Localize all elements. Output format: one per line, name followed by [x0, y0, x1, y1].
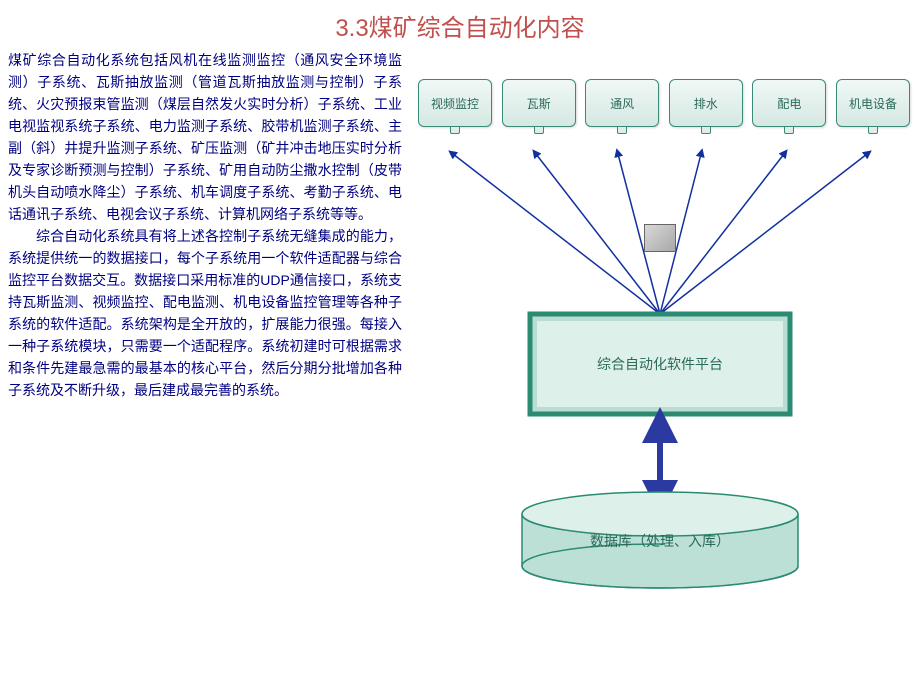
module-label: 配电: [777, 95, 801, 112]
module-tab-icon: [868, 126, 878, 134]
module-label: 视频监控: [431, 95, 479, 112]
platform-label: 综合自动化软件平台: [597, 354, 723, 374]
grey-square-icon: [644, 224, 676, 252]
module-row: 视频监控 瓦斯 通风 排水 配电 机电设备: [408, 49, 920, 127]
module-box-4: 配电: [752, 79, 826, 127]
platform-box: 综合自动化软件平台: [530, 314, 790, 414]
module-label: 通风: [610, 95, 634, 112]
module-box-1: 瓦斯: [502, 79, 576, 127]
module-box-0: 视频监控: [418, 79, 492, 127]
module-label: 机电设备: [849, 95, 897, 112]
module-tab-icon: [617, 126, 627, 134]
module-label: 瓦斯: [527, 95, 551, 112]
paragraph-1: 煤矿综合自动化系统包括风机在线监测监控（通风安全环境监测）子系统、瓦斯抽放监测（…: [8, 49, 402, 225]
database-label-wrap: 数据库（处理、入库）: [522, 531, 798, 551]
text-column: 煤矿综合自动化系统包括风机在线监测监控（通风安全环境监测）子系统、瓦斯抽放监测（…: [0, 49, 408, 689]
content-row: 煤矿综合自动化系统包括风机在线监测监控（通风安全环境监测）子系统、瓦斯抽放监测（…: [0, 49, 920, 689]
page-title: 3.3煤矿综合自动化内容: [0, 0, 920, 49]
database-label: 数据库（处理、入库）: [590, 533, 730, 549]
module-tab-icon: [784, 126, 794, 134]
diagram-column: 视频监控 瓦斯 通风 排水 配电 机电设备 综合自动化软件平台 数据库（处理、入库）: [408, 49, 920, 689]
module-tab-icon: [534, 126, 544, 134]
module-box-2: 通风: [585, 79, 659, 127]
paragraph-2: 综合自动化系统具有将上述各控制子系统无缝集成的能力，系统提供统一的数据接口，每个…: [8, 225, 402, 401]
module-tab-icon: [450, 126, 460, 134]
module-box-3: 排水: [669, 79, 743, 127]
module-tab-icon: [701, 126, 711, 134]
module-box-5: 机电设备: [836, 79, 910, 127]
module-label: 排水: [694, 95, 718, 112]
title-text: 3.3煤矿综合自动化内容: [335, 15, 584, 42]
diagram-area: 综合自动化软件平台 数据库（处理、入库）: [408, 144, 920, 604]
